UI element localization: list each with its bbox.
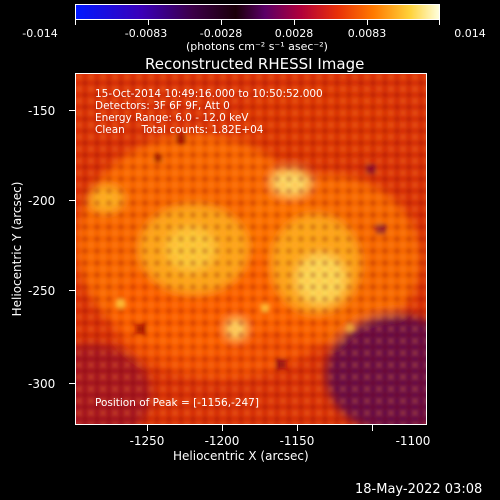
colorbar-tick-label: -0.0028: [199, 27, 243, 40]
colorbar-tick-label: 0.0028: [274, 27, 314, 40]
colorbar-tick-label: 0.014: [454, 27, 486, 40]
colorbar-tick: [75, 20, 76, 25]
y-tick: [69, 110, 75, 111]
colorbar-tick: [221, 20, 222, 25]
y-tick: [69, 200, 75, 201]
rhessi-image-canvas: [76, 74, 426, 424]
colorbar-tick: [439, 20, 440, 25]
energy-range-label: Energy Range: 6.0 - 12.0 keV: [95, 112, 249, 124]
colorbar-tick: [148, 20, 149, 25]
x-tick-label: -1150: [279, 434, 315, 448]
x-tick: [372, 425, 373, 431]
colorbar-tick-label: 0.0083: [347, 27, 387, 40]
y-tick-label: -150: [28, 104, 56, 118]
colorbar-tick-label: -0.014: [22, 27, 58, 40]
y-tick-label: -200: [28, 194, 56, 208]
colorbar: [75, 4, 440, 20]
x-tick-label: -1100: [395, 434, 431, 448]
colorbar-tick: [367, 20, 368, 25]
x-tick: [297, 425, 298, 431]
plot-title: Reconstructed RHESSI Image: [145, 55, 365, 73]
x-tick: [222, 425, 223, 431]
y-axis-label: Heliocentric Y (arcsec): [10, 181, 24, 317]
x-axis-label: Heliocentric X (arcsec): [173, 449, 309, 463]
colorbar-tick-label: -0.0083: [124, 27, 168, 40]
rhessi-image: [75, 73, 427, 425]
colorbar-tick: [294, 20, 295, 25]
x-tick: [147, 425, 148, 431]
colorbar-unit-label: (photons cm⁻² s⁻¹ asec⁻²): [186, 40, 328, 53]
y-tick: [69, 290, 75, 291]
peak-position-label: Position of Peak = [-1156,-247]: [95, 397, 259, 409]
x-tick-label: -1200: [204, 434, 240, 448]
time-range-label: 15-Oct-2014 10:49:16.000 to 10:50:52.000: [95, 88, 323, 100]
clean-counts-label: Clean Total counts: 1.82E+04: [95, 124, 264, 136]
y-tick-label: -300: [28, 377, 56, 391]
y-tick-label: -250: [28, 284, 56, 298]
detectors-label: Detectors: 3F 6F 9F, Att 0: [95, 100, 230, 112]
y-tick: [69, 383, 75, 384]
x-tick-label: -1250: [129, 434, 165, 448]
timestamp-footer: 18-May-2022 03:08: [355, 482, 483, 497]
